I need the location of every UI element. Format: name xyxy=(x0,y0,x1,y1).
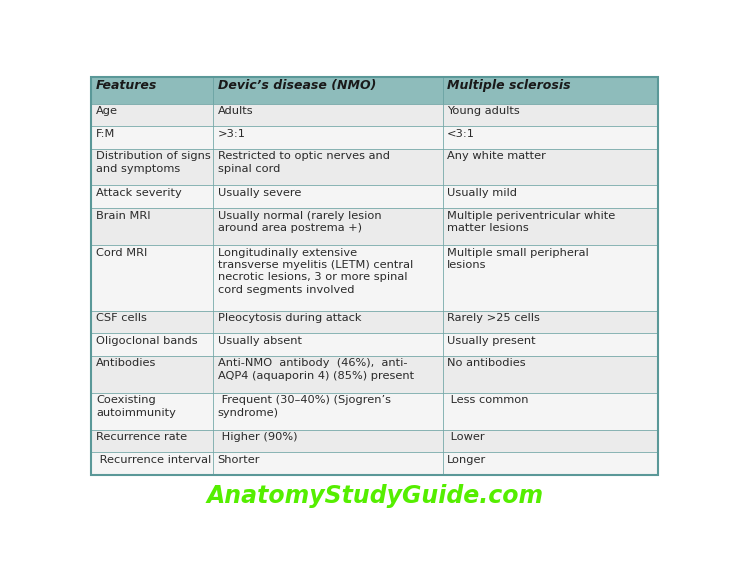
Bar xyxy=(213,208,442,245)
Text: Pleocytosis during attack: Pleocytosis during attack xyxy=(218,314,361,324)
Bar xyxy=(91,104,213,126)
Bar xyxy=(213,393,442,430)
Bar xyxy=(442,311,658,333)
Bar xyxy=(91,311,213,333)
Text: Longer: Longer xyxy=(447,455,486,465)
Bar xyxy=(213,333,442,356)
Text: >3:1: >3:1 xyxy=(218,129,246,139)
Text: Young adults: Young adults xyxy=(447,107,520,116)
Text: Usually normal (rarely lesion
around area postrema +): Usually normal (rarely lesion around are… xyxy=(218,211,382,233)
Bar xyxy=(213,77,442,104)
Text: <3:1: <3:1 xyxy=(447,129,475,139)
Text: Coexisting
autoimmunity: Coexisting autoimmunity xyxy=(96,395,175,418)
Text: Longitudinally extensive
transverse myelitis (LETM) central
necrotic lesions, 3 : Longitudinally extensive transverse myel… xyxy=(218,247,413,295)
Bar xyxy=(213,148,442,186)
Text: Adults: Adults xyxy=(218,107,254,116)
Text: Usually absent: Usually absent xyxy=(218,336,302,346)
Bar xyxy=(442,393,658,430)
Bar xyxy=(91,393,213,430)
Bar xyxy=(213,311,442,333)
Text: Devic’s disease (NMO): Devic’s disease (NMO) xyxy=(218,79,376,93)
Bar xyxy=(442,186,658,208)
Bar xyxy=(442,333,658,356)
Bar xyxy=(91,356,213,393)
Text: Usually mild: Usually mild xyxy=(447,188,517,198)
Bar xyxy=(442,77,658,104)
Text: Age: Age xyxy=(96,107,118,116)
Text: Anti-NMO  antibody  (46%),  anti-
AQP4 (aquaporin 4) (85%) present: Anti-NMO antibody (46%), anti- AQP4 (aqu… xyxy=(218,359,414,381)
Text: Recurrence rate: Recurrence rate xyxy=(96,432,187,442)
Bar xyxy=(442,104,658,126)
Bar xyxy=(91,126,213,148)
Text: Features: Features xyxy=(96,79,157,93)
Text: F:M: F:M xyxy=(96,129,115,139)
Text: CSF cells: CSF cells xyxy=(96,314,147,324)
Bar xyxy=(442,245,658,311)
Text: Oligoclonal bands: Oligoclonal bands xyxy=(96,336,197,346)
Text: Any white matter: Any white matter xyxy=(447,151,546,161)
Bar xyxy=(91,148,213,186)
Bar xyxy=(442,148,658,186)
Bar xyxy=(442,356,658,393)
Text: Restricted to optic nerves and
spinal cord: Restricted to optic nerves and spinal co… xyxy=(218,151,390,173)
Bar xyxy=(442,430,658,452)
Bar xyxy=(91,77,213,104)
Bar xyxy=(213,430,442,452)
Bar xyxy=(213,452,442,475)
Bar xyxy=(91,208,213,245)
Bar xyxy=(91,77,658,475)
Bar xyxy=(213,186,442,208)
Text: Usually severe: Usually severe xyxy=(218,188,301,198)
Text: Multiple small peripheral
lesions: Multiple small peripheral lesions xyxy=(447,247,589,270)
Bar xyxy=(213,126,442,148)
Text: No antibodies: No antibodies xyxy=(447,359,526,368)
Bar xyxy=(213,245,442,311)
Text: Frequent (30–40%) (Sjogren’s
syndrome): Frequent (30–40%) (Sjogren’s syndrome) xyxy=(218,395,390,418)
Bar xyxy=(442,452,658,475)
Text: Less common: Less common xyxy=(447,395,529,406)
Bar xyxy=(91,333,213,356)
Bar xyxy=(442,126,658,148)
Text: Lower: Lower xyxy=(447,432,485,442)
Text: Rarely >25 cells: Rarely >25 cells xyxy=(447,314,540,324)
Text: Brain MRI: Brain MRI xyxy=(96,211,151,221)
Bar xyxy=(91,186,213,208)
Text: Recurrence interval: Recurrence interval xyxy=(96,455,211,465)
Text: Antibodies: Antibodies xyxy=(96,359,156,368)
Bar xyxy=(91,245,213,311)
Text: Higher (90%): Higher (90%) xyxy=(218,432,298,442)
Text: Attack severity: Attack severity xyxy=(96,188,182,198)
Bar xyxy=(213,104,442,126)
Text: Shorter: Shorter xyxy=(218,455,260,465)
Bar xyxy=(442,208,658,245)
Text: AnatomyStudyGuide.com: AnatomyStudyGuide.com xyxy=(206,484,543,508)
Text: Distribution of signs
and symptoms: Distribution of signs and symptoms xyxy=(96,151,211,173)
Text: Cord MRI: Cord MRI xyxy=(96,247,147,258)
Bar xyxy=(213,356,442,393)
Bar xyxy=(91,452,213,475)
Text: Usually present: Usually present xyxy=(447,336,536,346)
Text: Multiple periventricular white
matter lesions: Multiple periventricular white matter le… xyxy=(447,211,616,233)
Bar xyxy=(91,430,213,452)
Text: Multiple sclerosis: Multiple sclerosis xyxy=(447,79,571,93)
